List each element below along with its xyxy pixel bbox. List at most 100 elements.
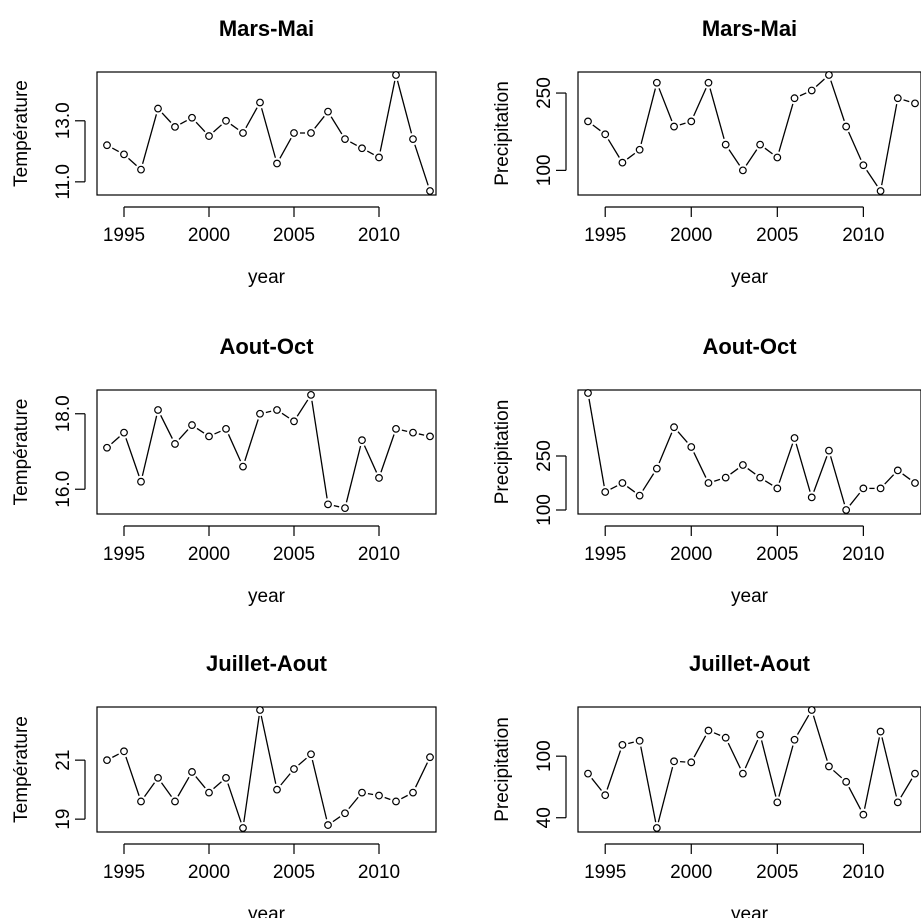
data-point — [324, 500, 332, 509]
y-tick-label: 100 — [534, 155, 555, 187]
x-tick-label: 2000 — [188, 862, 230, 883]
y-tick-label: 18.0 — [53, 395, 74, 432]
y-tick-label: 21 — [53, 750, 74, 771]
data-point — [687, 758, 696, 767]
x-tick-label: 2000 — [188, 225, 230, 246]
x-tick-label: 2005 — [273, 544, 315, 565]
plot-frame — [96, 389, 437, 515]
y-axis-label: Precipitation — [492, 400, 513, 505]
x-tick-label: 2010 — [842, 544, 884, 565]
data-point — [670, 423, 678, 432]
y-tick-label: 100 — [534, 494, 555, 526]
data-point — [137, 797, 145, 806]
data-point — [876, 727, 885, 736]
series-segment — [195, 776, 206, 789]
data-point — [239, 129, 247, 137]
data-point — [790, 434, 799, 442]
data-point — [911, 479, 919, 487]
data-point — [375, 474, 383, 482]
series-segment — [311, 400, 328, 499]
data-point — [876, 484, 885, 493]
data-point — [307, 129, 315, 137]
x-tick-label: 2005 — [756, 225, 798, 246]
data-point — [704, 78, 713, 87]
series-segment — [415, 762, 428, 788]
data-point — [205, 788, 213, 797]
data-point — [188, 768, 196, 776]
x-tick-label: 1995 — [103, 544, 145, 565]
series-segment — [214, 430, 221, 435]
y-tick-label: 11.0 — [53, 164, 74, 200]
series-segment — [693, 87, 707, 117]
data-point — [601, 488, 610, 496]
series-segment — [401, 794, 408, 800]
data-point — [256, 98, 264, 107]
series-segment — [160, 415, 173, 439]
data-point — [618, 158, 627, 167]
series-segment — [881, 737, 898, 797]
series-segment — [830, 80, 845, 122]
data-point — [103, 756, 111, 765]
data-point — [137, 477, 145, 486]
y-tick-label: 16.0 — [53, 471, 74, 508]
series-segment — [813, 456, 828, 492]
series-segment — [414, 144, 429, 186]
series-segment — [903, 99, 910, 103]
series-segment — [815, 78, 825, 87]
data-point — [222, 773, 230, 782]
data-point — [825, 71, 833, 79]
series-segment — [745, 149, 758, 166]
series-segment — [642, 473, 655, 491]
data-point — [205, 432, 213, 441]
y-tick-label: 19 — [53, 809, 74, 830]
data-point — [341, 809, 349, 818]
data-point — [859, 161, 868, 170]
data-point — [842, 777, 851, 786]
plot-frame — [577, 706, 921, 833]
series-segment — [610, 485, 618, 490]
series-segment — [832, 769, 843, 779]
data-point — [239, 824, 247, 832]
data-point — [584, 117, 592, 126]
data-point — [426, 753, 434, 762]
series-segment — [141, 415, 158, 477]
panel-4: Aout-Oct 1995 2000 2005 2010 year 100 250 Precip… — [492, 334, 921, 607]
series-segment — [764, 480, 773, 486]
x-tick-label: 2010 — [358, 225, 400, 246]
data-point — [307, 750, 315, 759]
x-tick-label: 1995 — [103, 862, 145, 883]
series-segment — [125, 438, 140, 477]
x-tick-label: 2005 — [273, 225, 315, 246]
series-segment — [848, 786, 862, 810]
series-segment — [348, 796, 359, 810]
data-point — [618, 479, 627, 487]
x-tick-label: 2010 — [842, 225, 884, 246]
chart-title: Juillet-Aout — [689, 651, 811, 676]
series-segment — [418, 433, 425, 436]
x-tick-label: 2000 — [670, 225, 712, 246]
series-segment — [227, 434, 242, 462]
data-point — [738, 166, 747, 175]
y-tick-label: 250 — [534, 77, 555, 109]
data-point — [773, 484, 782, 493]
data-point — [188, 421, 196, 429]
data-point — [893, 94, 902, 103]
plot-frame — [96, 71, 437, 196]
series-segment — [640, 88, 656, 145]
data-point — [256, 409, 264, 418]
series-segment — [311, 759, 328, 820]
series-segment — [714, 478, 721, 482]
series-segment — [744, 739, 759, 769]
data-point — [807, 706, 816, 714]
series-segment — [141, 114, 158, 165]
series-segment — [658, 432, 673, 464]
x-tick-label: 2000 — [670, 544, 712, 565]
plot-frame — [96, 706, 437, 833]
series-segment — [160, 782, 173, 797]
data-point — [273, 159, 281, 168]
data-point — [290, 129, 298, 137]
data-point — [652, 464, 661, 473]
panel-3: Aout-Oct 1995 2000 2005 2010 year 16.0 18.0 Temp… — [11, 334, 437, 607]
x-tick-label: 2005 — [756, 544, 798, 565]
